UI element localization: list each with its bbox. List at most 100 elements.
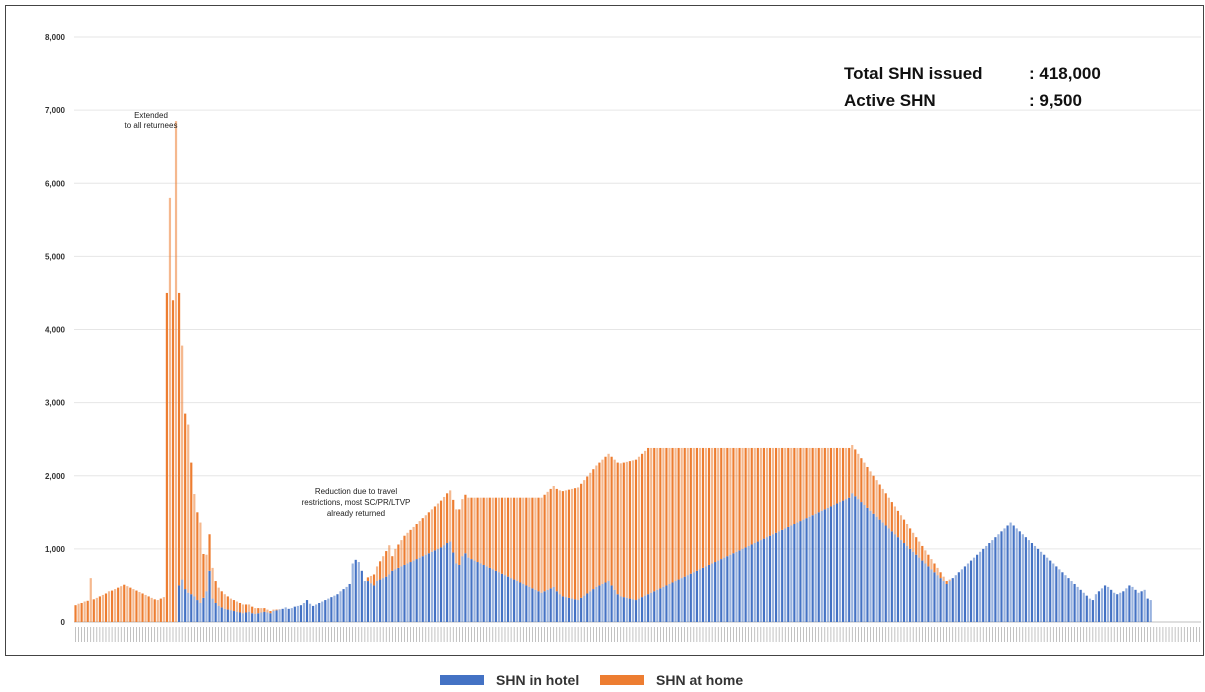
bar-hotel	[677, 579, 680, 622]
bar-home	[150, 597, 153, 622]
bar-hotel	[659, 588, 662, 622]
bar-hotel	[452, 552, 455, 622]
bar-hotel	[534, 589, 537, 622]
bar-home	[768, 447, 772, 536]
bar-home	[771, 447, 775, 535]
bar-home	[497, 497, 500, 573]
bar-hotel	[732, 553, 735, 622]
bar-hotel	[1012, 525, 1015, 622]
bar-home	[631, 460, 635, 600]
bar-home	[796, 447, 799, 523]
bar-hotel	[555, 591, 558, 622]
bar-home	[123, 584, 126, 622]
bar-home	[391, 556, 394, 571]
bar-hotel	[312, 605, 315, 622]
bar-home	[516, 497, 519, 582]
bar-hotel	[802, 519, 805, 623]
bar-home	[135, 590, 138, 622]
bar-hotel	[1110, 589, 1113, 622]
bar-home	[95, 597, 98, 622]
bar-hotel	[598, 585, 601, 622]
bar-home	[561, 491, 564, 597]
bar-home	[732, 447, 735, 554]
bar-hotel	[1036, 548, 1040, 623]
bar-hotel	[875, 516, 878, 622]
bar-hotel	[379, 579, 382, 622]
bar-home	[854, 449, 857, 497]
bar-home	[464, 494, 467, 554]
bar-home	[400, 540, 403, 567]
bar-hotel	[750, 544, 753, 622]
bar-hotel	[436, 548, 440, 623]
bar-hotel	[723, 557, 726, 622]
bar-home	[564, 490, 568, 598]
chart-frame: 0 1,000 2,000 3,000 4,000 5,000 6,000 7,000 8,00…	[5, 5, 1204, 656]
legend-swatch-hotel	[440, 675, 484, 685]
bar-home	[701, 447, 705, 568]
bar-home	[117, 587, 120, 622]
bar-home	[625, 461, 628, 598]
bar-hotel	[720, 559, 723, 622]
bar-hotel	[211, 598, 214, 622]
bar-hotel	[287, 608, 290, 622]
annotation-reduction-line3: already returned	[327, 509, 385, 518]
bar-home	[433, 506, 437, 551]
bar-home	[241, 604, 245, 614]
bar-hotel	[187, 592, 190, 622]
bar-hotel	[829, 506, 833, 622]
bar-home	[905, 524, 909, 546]
bar-home	[388, 545, 391, 575]
bar-hotel	[592, 589, 595, 622]
bar-home	[153, 599, 156, 622]
bar-home	[379, 561, 382, 580]
bar-hotel	[860, 502, 863, 622]
bar-home	[181, 345, 184, 580]
bar-hotel	[1021, 534, 1024, 622]
bar-home	[251, 606, 254, 614]
bar-hotel	[805, 518, 808, 622]
bar-hotel	[248, 611, 251, 622]
bar-home	[723, 447, 726, 558]
bar-hotel	[324, 600, 327, 622]
bar-hotel	[820, 510, 823, 622]
bar-home	[418, 521, 421, 558]
bar-hotel	[205, 591, 208, 622]
bar-home	[421, 518, 424, 557]
y-tick-label: 8,000	[45, 33, 66, 42]
bar-hotel	[552, 586, 555, 622]
bar-hotel	[531, 588, 534, 622]
bar-home	[936, 567, 939, 576]
bar-hotel	[382, 578, 385, 623]
bar-home	[750, 447, 753, 545]
bar-hotel	[631, 599, 635, 622]
bar-hotel	[266, 612, 269, 622]
bar-home	[263, 608, 266, 612]
bar-home	[817, 447, 820, 513]
bar-hotel	[717, 560, 720, 622]
bar-hotel	[467, 557, 470, 622]
bar-home	[893, 506, 896, 535]
bar-hotel	[872, 513, 875, 622]
bar-hotel	[668, 583, 671, 622]
bar-hotel	[497, 572, 500, 622]
bar-home	[704, 447, 708, 567]
bar-hotel	[354, 559, 357, 622]
bar-hotel	[1097, 591, 1101, 622]
bar-hotel	[997, 534, 1000, 622]
bar-hotel	[290, 608, 293, 622]
bar-home	[436, 503, 440, 549]
legend-item-hotel: SHN in hotel	[440, 672, 579, 688]
bar-home	[662, 447, 665, 587]
bar-hotel	[832, 505, 836, 622]
bar-hotel	[674, 581, 677, 622]
bar-hotel	[1064, 575, 1067, 622]
bar-home	[899, 515, 903, 541]
bar-home	[503, 497, 507, 576]
bar-home	[238, 602, 242, 613]
bar-home	[369, 575, 373, 584]
bar-hotel	[302, 602, 306, 622]
bar-home	[793, 447, 796, 525]
bar-home	[494, 497, 497, 571]
annotation-reduction-line1: Reduction due to travel	[315, 487, 397, 496]
bar-hotel	[613, 589, 616, 622]
